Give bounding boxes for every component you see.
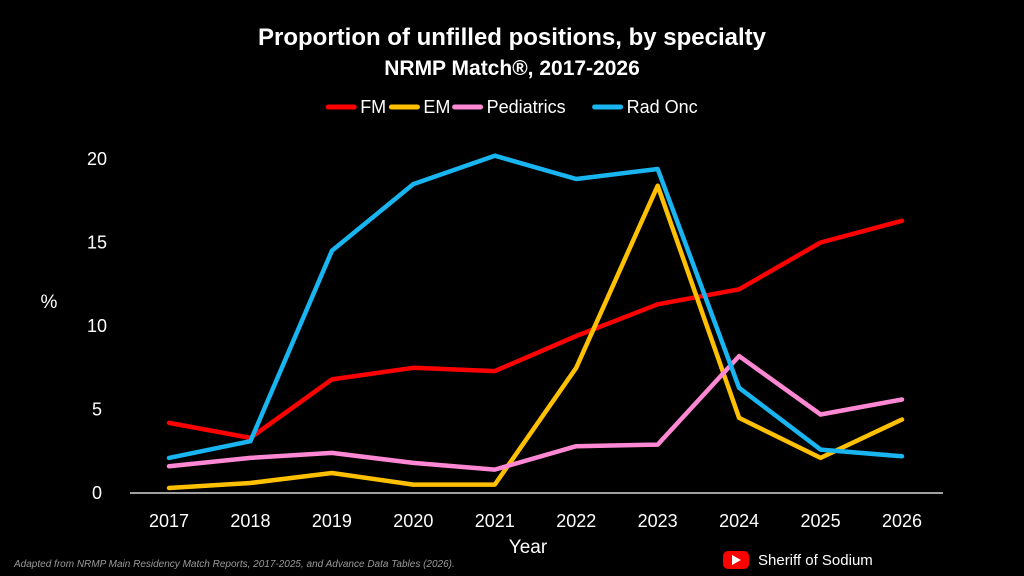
series-lines: [166, 153, 905, 491]
legend-item[interactable]: EM: [388, 97, 450, 117]
legend-label: EM: [423, 97, 450, 117]
x-tick-label: 2019: [312, 511, 352, 531]
youtube-icon: [723, 551, 749, 569]
x-tick-label: 2022: [556, 511, 596, 531]
series-line-em: [166, 183, 905, 491]
legend: FM EM Pediatrics Rad Onc: [325, 97, 698, 117]
y-tick-label: 10: [87, 316, 107, 336]
x-tick-label: 2018: [230, 511, 270, 531]
legend-item[interactable]: FM: [325, 97, 386, 117]
x-tick-label: 2023: [638, 511, 678, 531]
series-line-rad-onc: [166, 153, 905, 461]
chart-title: Proportion of unfilled positions, by spe…: [258, 24, 767, 51]
x-tick-label: 2024: [719, 511, 759, 531]
legend-label: FM: [360, 97, 386, 117]
x-tick-label: 2026: [882, 511, 922, 531]
y-tick-label: 0: [92, 483, 102, 503]
y-tick-label: 5: [92, 400, 102, 420]
source-footnote: Adapted from NRMP Main Residency Match R…: [13, 559, 455, 570]
x-tick-label: 2025: [801, 511, 841, 531]
credit[interactable]: Sheriff of Sodium: [723, 551, 873, 569]
legend-label: Pediatrics: [487, 97, 566, 117]
x-tick-label: 2020: [393, 511, 433, 531]
legend-item[interactable]: Rad Onc: [592, 97, 698, 117]
y-tick-label: 20: [87, 149, 107, 169]
series-line-pediatrics: [166, 353, 905, 472]
legend-item[interactable]: Pediatrics: [452, 97, 566, 117]
chart-subtitle: NRMP Match®, 2017-2026: [384, 57, 640, 80]
x-axis-label: Year: [509, 537, 548, 558]
y-tick-label: 15: [87, 233, 107, 253]
x-axis-ticks: 2017 2018 2019 2020 2021 2022 2023 2024 2025 2026: [149, 511, 922, 531]
y-axis-label: %: [41, 292, 58, 313]
legend-label: Rad Onc: [627, 97, 698, 117]
credit-text: Sheriff of Sodium: [758, 552, 873, 569]
series-line-fm: [166, 218, 905, 441]
x-tick-label: 2021: [475, 511, 515, 531]
y-axis-ticks: 0 5 10 15 20: [87, 149, 107, 503]
x-tick-label: 2017: [149, 511, 189, 531]
